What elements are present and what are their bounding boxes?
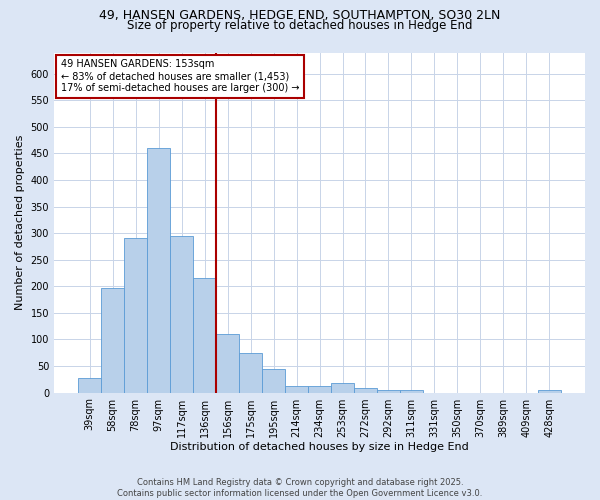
Bar bbox=[147, 148, 170, 392]
Bar bbox=[170, 236, 193, 392]
Bar bbox=[285, 386, 308, 392]
Bar bbox=[124, 238, 147, 392]
Y-axis label: Number of detached properties: Number of detached properties bbox=[15, 135, 25, 310]
Bar bbox=[400, 390, 423, 392]
Bar bbox=[377, 390, 400, 392]
Text: 49 HANSEN GARDENS: 153sqm
← 83% of detached houses are smaller (1,453)
17% of se: 49 HANSEN GARDENS: 153sqm ← 83% of detac… bbox=[61, 60, 299, 92]
Bar bbox=[239, 352, 262, 393]
Text: 49, HANSEN GARDENS, HEDGE END, SOUTHAMPTON, SO30 2LN: 49, HANSEN GARDENS, HEDGE END, SOUTHAMPT… bbox=[100, 9, 500, 22]
Bar bbox=[262, 368, 285, 392]
Bar bbox=[101, 288, 124, 393]
Bar bbox=[331, 383, 354, 392]
Bar bbox=[216, 334, 239, 392]
Bar bbox=[354, 388, 377, 392]
X-axis label: Distribution of detached houses by size in Hedge End: Distribution of detached houses by size … bbox=[170, 442, 469, 452]
Bar bbox=[538, 390, 561, 392]
Bar bbox=[193, 278, 216, 392]
Text: Size of property relative to detached houses in Hedge End: Size of property relative to detached ho… bbox=[127, 18, 473, 32]
Bar bbox=[78, 378, 101, 392]
Text: Contains HM Land Registry data © Crown copyright and database right 2025.
Contai: Contains HM Land Registry data © Crown c… bbox=[118, 478, 482, 498]
Bar bbox=[308, 386, 331, 392]
